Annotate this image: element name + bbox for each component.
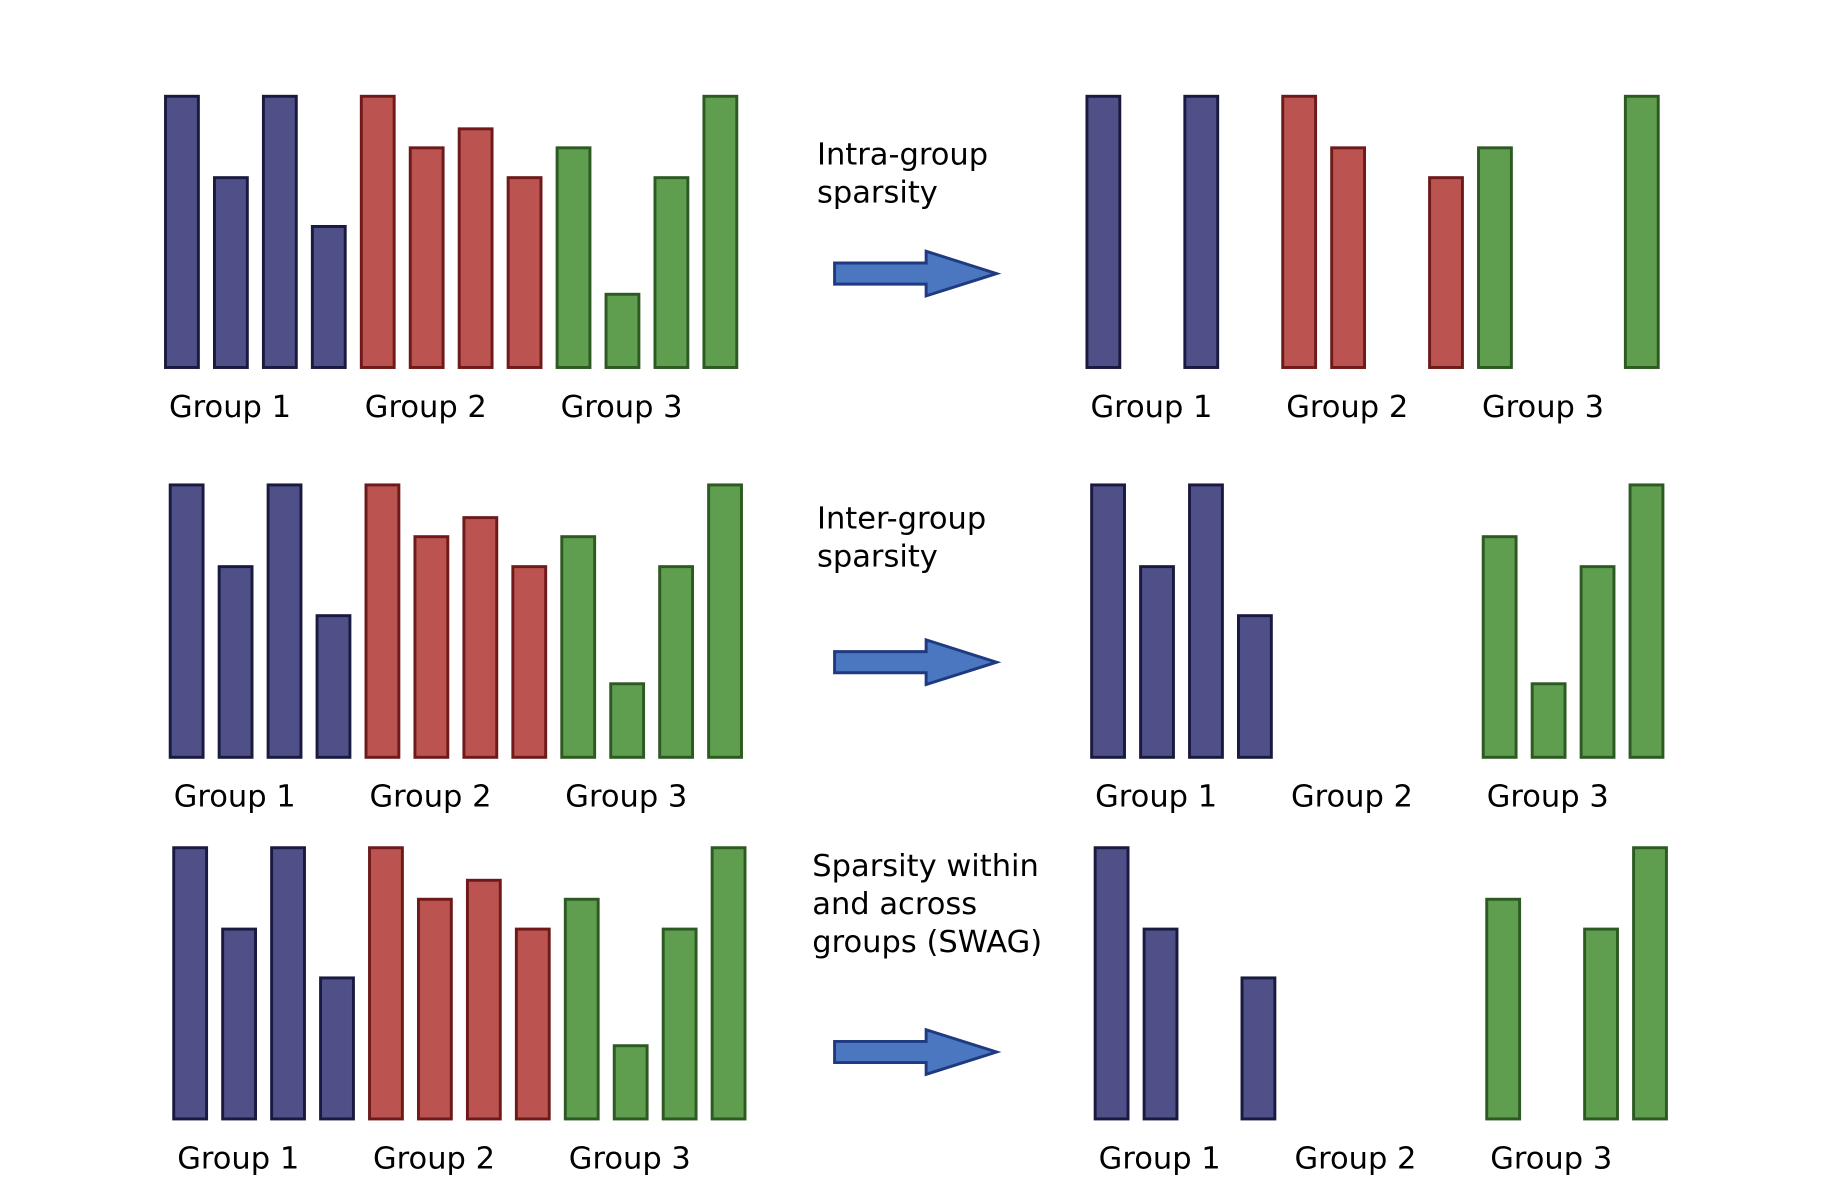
bar-row1-after-group1-1 bbox=[1085, 94, 1122, 369]
bar-row1-before-group3-3 bbox=[653, 176, 690, 369]
bar-row3-after-group3-1 bbox=[1485, 897, 1522, 1121]
bar-row3-before-group2-2 bbox=[416, 897, 453, 1121]
bar-row2-after-group3-4 bbox=[1628, 483, 1665, 759]
group-label-row1-before-2: Group 2 bbox=[365, 390, 487, 425]
bar-row2-before-group2-2 bbox=[413, 535, 450, 759]
bar-row1-before-group3-2 bbox=[604, 292, 641, 369]
bar-row3-before-group3-1 bbox=[563, 897, 600, 1121]
group-label-row1-after-2: Group 2 bbox=[1286, 390, 1408, 425]
bar-row3-before-group2-3 bbox=[465, 878, 502, 1121]
group-label-row2-after-2: Group 2 bbox=[1291, 780, 1413, 815]
group-label-row2-before-2: Group 2 bbox=[370, 780, 492, 815]
bar-row1-before-group2-4 bbox=[506, 176, 543, 369]
bar-row2-before-group2-3 bbox=[462, 516, 499, 759]
group-label-row2-after-3: Group 3 bbox=[1487, 780, 1609, 815]
bar-row2-after-group1-2 bbox=[1139, 565, 1175, 759]
bar-row1-before-group2-1 bbox=[359, 94, 396, 369]
group-label-row3-before-2: Group 2 bbox=[373, 1141, 495, 1176]
bar-row1-before-group3-4 bbox=[702, 94, 739, 369]
caption-row2-line2: sparsity bbox=[817, 540, 938, 575]
bar-row1-after-group2-1 bbox=[1281, 94, 1318, 369]
arrow-right-icon-row1 bbox=[833, 249, 1002, 298]
caption-row1-line1: Intra-group bbox=[817, 137, 988, 172]
bar-row3-after-group1-2 bbox=[1142, 927, 1179, 1121]
bar-row3-before-group1-1 bbox=[172, 846, 209, 1121]
bar-row1-after-group3-4 bbox=[1623, 94, 1660, 369]
caption-row1-line2: sparsity bbox=[817, 176, 938, 211]
arrow-right-icon-row3 bbox=[833, 1027, 1002, 1077]
bar-row3-after-group3-3 bbox=[1583, 927, 1619, 1121]
bar-row1-before-group2-3 bbox=[457, 127, 494, 369]
bar-row1-after-group1-3 bbox=[1183, 94, 1220, 369]
bar-row2-after-group3-1 bbox=[1481, 535, 1518, 759]
arrow-right-icon-row2 bbox=[833, 637, 1002, 687]
bar-row1-after-group2-2 bbox=[1330, 146, 1367, 369]
bar-row3-before-group2-4 bbox=[514, 927, 551, 1121]
bar-row2-after-group3-2 bbox=[1530, 682, 1567, 759]
bar-row2-after-group3-3 bbox=[1579, 565, 1616, 759]
group-label-row2-before-1: Group 1 bbox=[174, 780, 296, 815]
bar-row2-after-group1-3 bbox=[1188, 483, 1224, 759]
bar-row2-before-group1-2 bbox=[217, 565, 254, 759]
caption-row2-line1: Inter-group bbox=[817, 501, 986, 536]
bar-row1-before-group2-2 bbox=[408, 146, 445, 369]
bar-row2-before-group1-3 bbox=[266, 483, 303, 759]
bar-row1-after-group3-1 bbox=[1477, 146, 1513, 369]
bar-row3-before-group3-3 bbox=[661, 927, 698, 1121]
bar-row2-before-group2-4 bbox=[511, 565, 548, 759]
bar-row3-before-group1-4 bbox=[319, 976, 355, 1121]
group-label-row2-after-1: Group 1 bbox=[1095, 780, 1217, 815]
bar-row2-before-group3-1 bbox=[560, 535, 597, 759]
caption-row3-line3: groups (SWAG) bbox=[812, 925, 1042, 960]
bar-row2-before-group3-4 bbox=[707, 483, 743, 759]
bar-row3-before-group3-2 bbox=[612, 1044, 649, 1121]
group-label-row1-before-1: Group 1 bbox=[169, 390, 291, 425]
group-label-row3-after-2: Group 2 bbox=[1294, 1141, 1416, 1176]
bar-row2-before-group2-1 bbox=[364, 483, 401, 759]
bar-row3-before-group2-1 bbox=[368, 846, 404, 1121]
group-label-row3-before-3: Group 3 bbox=[569, 1141, 691, 1176]
bar-row1-before-group1-1 bbox=[164, 94, 200, 369]
group-label-row2-before-3: Group 3 bbox=[565, 780, 687, 815]
bar-row3-after-group1-1 bbox=[1093, 846, 1130, 1121]
bar-row1-before-group3-1 bbox=[555, 146, 592, 369]
bar-row3-before-group1-3 bbox=[270, 846, 306, 1121]
bar-row2-before-group1-1 bbox=[168, 483, 205, 759]
bar-row2-after-group1-1 bbox=[1090, 483, 1126, 759]
bar-row2-before-group3-3 bbox=[658, 565, 695, 759]
bar-row3-before-group3-4 bbox=[710, 846, 747, 1121]
group-label-row3-after-3: Group 3 bbox=[1490, 1141, 1612, 1176]
bar-row2-before-group1-4 bbox=[315, 614, 352, 759]
bar-row2-before-group3-2 bbox=[609, 682, 646, 759]
bar-row1-before-group1-3 bbox=[261, 94, 298, 369]
group-label-row1-before-3: Group 3 bbox=[561, 390, 683, 425]
bar-row1-after-group2-4 bbox=[1428, 176, 1464, 369]
caption-row3-line1: Sparsity within bbox=[812, 849, 1039, 884]
bar-row1-before-group1-2 bbox=[212, 176, 249, 369]
bar-row2-after-group1-4 bbox=[1237, 614, 1273, 759]
bar-row3-before-group1-2 bbox=[221, 927, 258, 1121]
bar-row1-before-group1-4 bbox=[310, 224, 347, 369]
bar-row3-after-group3-4 bbox=[1632, 846, 1668, 1121]
group-label-row1-after-1: Group 1 bbox=[1090, 390, 1212, 425]
group-label-row3-after-1: Group 1 bbox=[1099, 1141, 1221, 1176]
caption-row3-line2: and across bbox=[812, 887, 977, 922]
group-label-row3-before-1: Group 1 bbox=[177, 1141, 299, 1176]
bar-row3-after-group1-4 bbox=[1240, 976, 1277, 1121]
group-label-row1-after-3: Group 3 bbox=[1482, 390, 1604, 425]
